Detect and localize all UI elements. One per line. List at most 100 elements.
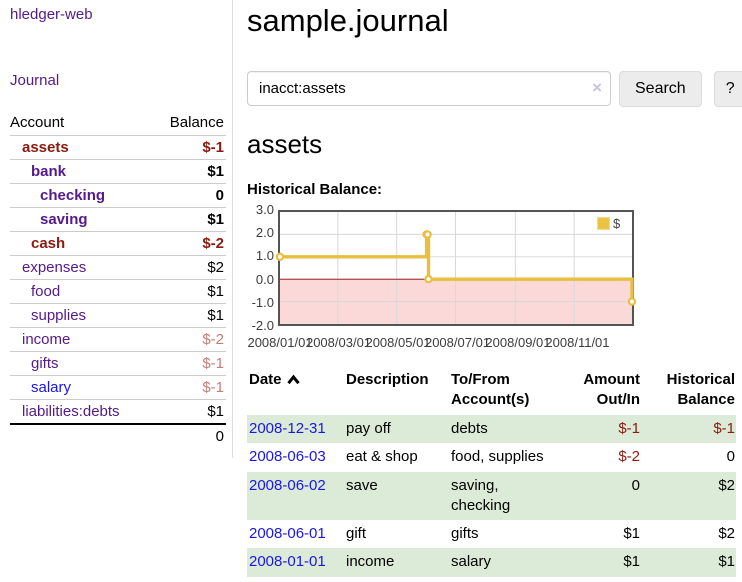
register-table: Date Description To/From Account(s) Amou… bbox=[247, 368, 736, 577]
transaction-date-link[interactable]: 2008-01-01 bbox=[249, 553, 326, 571]
sidebar-accounts-table: Account Balance assets $-1 bank $1 check… bbox=[10, 111, 226, 448]
search-input[interactable] bbox=[247, 71, 611, 106]
sidebar-account-link-cash[interactable]: cash bbox=[31, 235, 66, 252]
register-row: 2008-01-01 income salary $1 $1 bbox=[247, 548, 736, 577]
x-axis-tick-label: 2008/03/01 bbox=[305, 335, 372, 350]
x-axis-tick-label: 2008/11/01 bbox=[545, 335, 610, 350]
y-axis-tick-label: 1.0 bbox=[255, 248, 274, 264]
page-title: sample.journal bbox=[247, 3, 449, 38]
column-header-amount[interactable]: Amount Out/In bbox=[583, 371, 640, 408]
y-axis-tick-label: -1.0 bbox=[251, 294, 274, 310]
transaction-date-link[interactable]: 2008-12-31 bbox=[249, 420, 326, 437]
transaction-accounts: salary bbox=[451, 553, 492, 571]
account-balance: 0 bbox=[215, 187, 224, 204]
legend-series-label: $ bbox=[613, 216, 621, 231]
sidebar-total-row: 0 bbox=[10, 423, 226, 448]
sidebar-account-row: bank $1 bbox=[10, 159, 226, 183]
sidebar-account-row: supplies $1 bbox=[10, 303, 226, 327]
transaction-amount: $-2 bbox=[618, 448, 640, 466]
transaction-amount: $1 bbox=[623, 553, 640, 571]
brand-link[interactable]: hledger-web bbox=[10, 6, 93, 23]
sidebar-account-row: saving $1 bbox=[10, 207, 226, 231]
sidebar-account-link-expenses[interactable]: expenses bbox=[22, 259, 87, 276]
account-column-header: Account bbox=[10, 114, 65, 131]
clear-search-icon[interactable]: × bbox=[592, 78, 602, 97]
total-balance: 0 bbox=[215, 428, 224, 445]
account-balance: $-2 bbox=[202, 331, 224, 348]
column-header-description[interactable]: Description bbox=[346, 371, 429, 388]
transaction-description: income bbox=[346, 553, 395, 571]
transaction-date-link[interactable]: 2008-06-01 bbox=[249, 525, 326, 542]
transaction-description: pay off bbox=[346, 420, 391, 437]
help-button[interactable]: ? bbox=[713, 71, 742, 107]
account-balance: $1 bbox=[207, 163, 224, 180]
sidebar-account-row: assets $-1 bbox=[10, 135, 226, 159]
transaction-accounts: debts bbox=[451, 420, 488, 437]
sort-ascending-icon bbox=[286, 374, 300, 385]
sidebar-account-link-supplies[interactable]: supplies bbox=[31, 307, 87, 324]
sidebar-account-link-assets[interactable]: assets bbox=[22, 139, 69, 156]
column-header-date[interactable]: Date bbox=[247, 368, 344, 415]
search-button[interactable]: Search bbox=[619, 71, 702, 107]
sidebar-account-row: checking 0 bbox=[10, 183, 226, 207]
sidebar-accounts-header: Account Balance bbox=[10, 111, 226, 135]
transaction-balance: $-1 bbox=[713, 420, 735, 437]
sidebar-account-link-food[interactable]: food bbox=[31, 283, 61, 300]
transaction-amount: $-1 bbox=[618, 420, 640, 437]
sidebar: hledger-web Journal Account Balance asse… bbox=[0, 0, 233, 458]
balance-column-header: Balance bbox=[169, 114, 224, 131]
chart-title: Historical Balance: bbox=[247, 181, 383, 198]
account-balance: $1 bbox=[207, 307, 224, 324]
register-row: 2008-06-01 gift gifts $1 $2 bbox=[247, 520, 736, 548]
register-header-row: Date Description To/From Account(s) Amou… bbox=[247, 368, 736, 415]
column-header-balance[interactable]: Historical Balance bbox=[666, 371, 735, 408]
sidebar-item-journal[interactable]: Journal bbox=[10, 72, 60, 89]
transaction-balance: $1 bbox=[718, 553, 735, 571]
account-balance: $-1 bbox=[202, 355, 224, 372]
account-balance: $1 bbox=[207, 403, 224, 420]
sidebar-account-row: expenses $2 bbox=[10, 255, 226, 279]
chart-legend: $ bbox=[597, 216, 620, 231]
y-axis-tick-label: 0.0 bbox=[255, 271, 274, 287]
account-balance: $-1 bbox=[202, 139, 224, 156]
sidebar-account-row: food $1 bbox=[10, 279, 226, 303]
account-heading: assets bbox=[247, 129, 323, 159]
transaction-accounts: food, supplies bbox=[451, 448, 544, 466]
x-axis-tick-label: 2008/09/01 bbox=[485, 335, 551, 350]
y-axis-tick-label: 3.0 bbox=[255, 202, 274, 217]
register-row: 2008-06-02 save saving, checking 0 $2 bbox=[247, 471, 736, 520]
transaction-description: gift bbox=[346, 525, 367, 542]
transaction-description: save bbox=[346, 476, 378, 494]
search-box: × bbox=[247, 71, 611, 107]
x-axis-tick-label: 2008/07/01 bbox=[424, 335, 491, 350]
sidebar-account-link-checking[interactable]: checking bbox=[40, 187, 106, 204]
column-header-accounts[interactable]: To/From Account(s) bbox=[451, 371, 530, 408]
transaction-accounts: gifts bbox=[451, 525, 479, 542]
transaction-date-link[interactable]: 2008-06-03 bbox=[249, 448, 326, 466]
x-axis-tick-label: 2008/05/01 bbox=[365, 335, 431, 350]
sidebar-account-row: income $-2 bbox=[10, 327, 226, 351]
x-axis-tick-label: 2008/01/01 bbox=[247, 335, 313, 350]
chart-plot-area[interactable] bbox=[275, 210, 637, 326]
sidebar-account-link-salary[interactable]: salary bbox=[31, 379, 72, 396]
account-balance: $2 bbox=[207, 259, 224, 276]
transaction-balance: $2 bbox=[718, 476, 735, 494]
transaction-date-link[interactable]: 2008-06-02 bbox=[249, 476, 326, 494]
sidebar-account-link-gifts[interactable]: gifts bbox=[31, 355, 59, 372]
sidebar-account-row: salary $-1 bbox=[10, 375, 226, 399]
sidebar-account-link-liabilities-debts[interactable]: liabilities:debts bbox=[22, 403, 120, 420]
transaction-balance: 0 bbox=[726, 448, 735, 466]
account-balance: $-1 bbox=[202, 379, 224, 396]
main-content: sample.journal × Search ? assets Histori… bbox=[233, 0, 742, 577]
register-row: 2008-06-03 eat & shop food, supplies $-2… bbox=[247, 443, 736, 471]
transaction-description: eat & shop bbox=[346, 448, 418, 466]
sidebar-account-link-saving[interactable]: saving bbox=[40, 211, 88, 228]
transaction-amount: $1 bbox=[623, 525, 640, 542]
historical-balance-chart: 3.0 2.0 1.0 0.0 -1.0 -2.0 2008/01/01 2008/03/0… bbox=[247, 202, 742, 352]
account-balance: $-2 bbox=[202, 235, 224, 252]
transaction-amount: 0 bbox=[631, 476, 640, 494]
sidebar-account-link-bank[interactable]: bank bbox=[31, 163, 67, 180]
sidebar-account-row: liabilities:debts $1 bbox=[10, 399, 226, 423]
account-balance: $1 bbox=[207, 211, 224, 228]
sidebar-account-link-income[interactable]: income bbox=[22, 331, 71, 348]
